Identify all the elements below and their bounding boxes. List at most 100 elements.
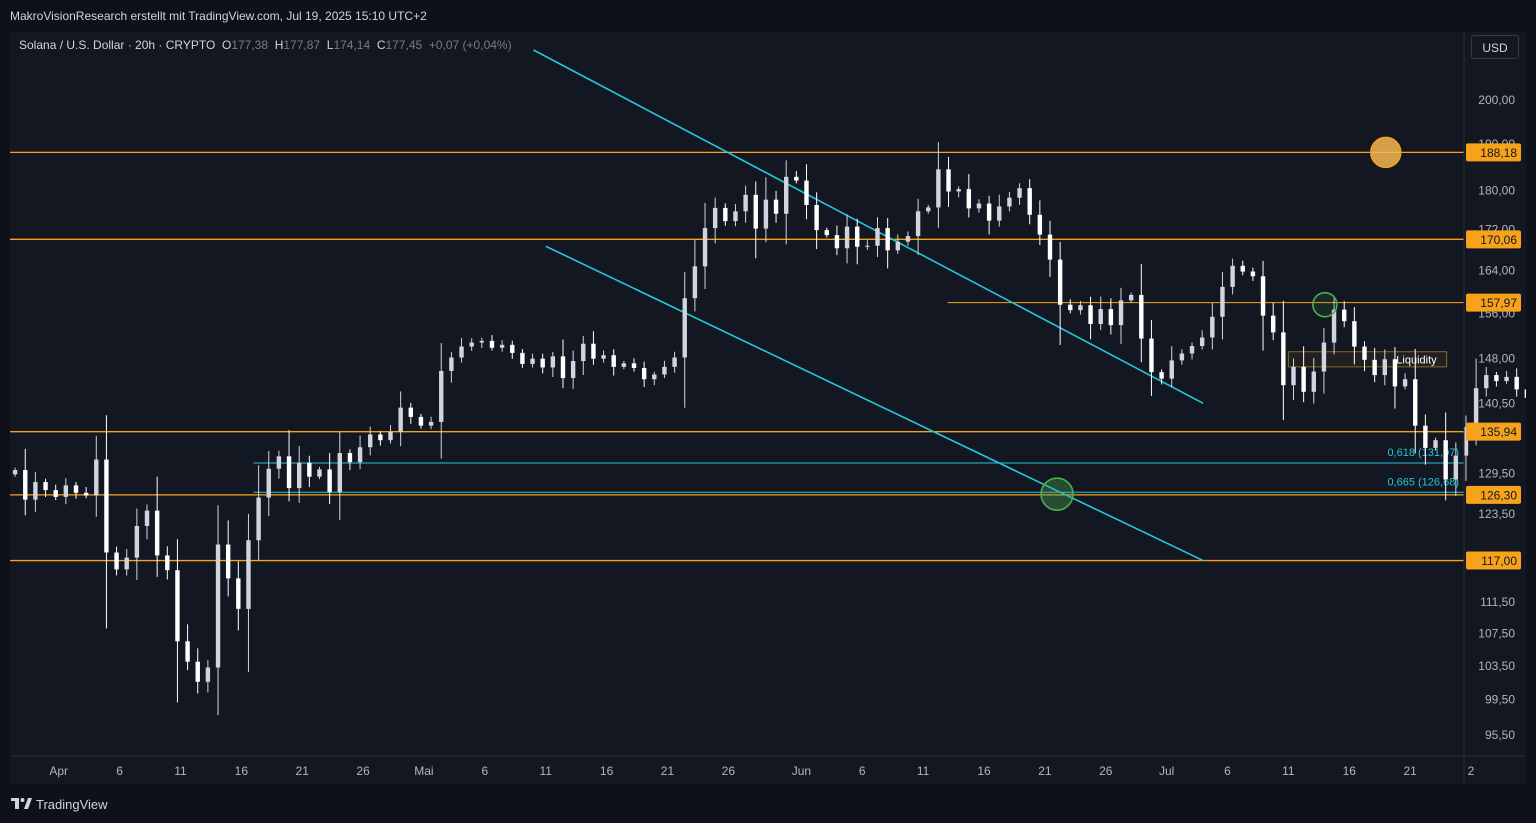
candle [753, 181, 758, 259]
candle-body [814, 204, 819, 231]
price-tick-label: 123,50 [1478, 507, 1515, 521]
candle [276, 450, 282, 479]
price-badge [1466, 422, 1521, 441]
candle [378, 431, 383, 446]
candle [205, 660, 211, 693]
time-tick-label: 6 [1224, 764, 1231, 778]
liquidity-box [1287, 351, 1448, 368]
candle-body [1149, 338, 1154, 373]
candle [124, 549, 129, 576]
candle [1453, 442, 1459, 496]
candle-body [1007, 197, 1012, 207]
candle-body [499, 344, 505, 348]
candle-body [1088, 305, 1093, 324]
candle [1443, 412, 1448, 501]
candle-body [1108, 309, 1114, 326]
candle-body [611, 355, 616, 367]
candle [997, 194, 1002, 227]
candle [814, 192, 819, 250]
time-tick-label: Mai [414, 764, 433, 778]
candle-body [1494, 375, 1499, 382]
candle-body [1199, 337, 1205, 347]
candle-body [763, 199, 769, 229]
time-tick-label: 11 [1282, 764, 1295, 778]
candle-body [1179, 353, 1185, 361]
candle [1524, 389, 1526, 398]
candle-body [570, 361, 576, 379]
candle-body [459, 346, 464, 358]
candle-body [236, 578, 241, 609]
candle [53, 484, 58, 501]
candle [905, 231, 911, 246]
time-tick-label: 16 [1343, 764, 1357, 778]
change-value: +0,07 (+0,04%) [428, 38, 512, 52]
candle [540, 353, 545, 374]
candle [368, 426, 373, 456]
candle-body [865, 245, 870, 247]
candle [986, 195, 992, 235]
candle-body [1362, 346, 1367, 360]
time-tick-label: 11 [174, 764, 187, 778]
candle-body [1169, 360, 1174, 379]
candle [114, 546, 119, 576]
candle [1108, 298, 1114, 335]
candle [1068, 299, 1073, 314]
candle [1230, 258, 1235, 295]
price-badge-label: 170,06 [1480, 233, 1517, 247]
time-axis[interactable]: Apr 6 11 16 21 26 Mai 6 11 16 21 26 Jun 6 11 16 21 26 Jul 6… [49, 764, 1474, 778]
candle [1321, 327, 1327, 394]
candle [1118, 287, 1124, 344]
high-value: 177,87 [283, 38, 321, 52]
candle [855, 218, 860, 265]
candle [976, 199, 982, 213]
candle [692, 240, 698, 312]
time-tick-label: 21 [661, 764, 675, 778]
candle [83, 487, 89, 499]
candle-body [1098, 309, 1103, 324]
candle [1220, 271, 1225, 340]
candle-body [1027, 188, 1032, 215]
price-chart[interactable]: 0,618 (131,07) 0,665 (126,68) Liquidity 9… [10, 32, 1526, 784]
currency-button[interactable]: USD [1471, 35, 1519, 59]
candle-body [428, 421, 434, 426]
candle [783, 160, 789, 245]
candle-body [926, 207, 931, 212]
candle [936, 142, 941, 228]
retest-circle-marker [1312, 291, 1338, 318]
candle [550, 351, 556, 377]
candle [1331, 298, 1337, 355]
fib-label: 0,665 (126,68) [1387, 476, 1459, 488]
candle [1047, 220, 1053, 278]
candle-body [53, 490, 58, 497]
candle [530, 353, 535, 368]
open-label: O [221, 38, 232, 52]
open-value: 177,38 [231, 38, 269, 52]
candle-body [1382, 359, 1388, 376]
candle-body [469, 342, 474, 347]
candle [104, 415, 109, 629]
horizontal-levels [10, 151, 1464, 562]
candlesticks [12, 142, 1526, 716]
candle [1362, 341, 1367, 372]
candle-body [997, 206, 1002, 221]
candle-body [773, 199, 779, 214]
liquidity-label: Liquidity [1396, 354, 1437, 366]
candle-body [368, 434, 373, 448]
candle [1514, 368, 1519, 397]
candle-body [317, 469, 322, 477]
candle-body [286, 456, 292, 489]
price-tick-label: 140,50 [1478, 396, 1515, 410]
candle-body [1311, 371, 1316, 392]
candle-body [1118, 300, 1124, 326]
channel-line [533, 49, 1204, 405]
candle-body [144, 510, 150, 527]
chart-area[interactable]: 0,618 (131,07) 0,665 (126,68) Liquidity 9… [10, 32, 1526, 784]
candle [712, 197, 718, 244]
time-tick-label: 26 [1099, 764, 1113, 778]
candle-body [185, 641, 190, 662]
candle [682, 272, 687, 408]
candle [804, 164, 809, 220]
candle [165, 546, 170, 580]
candle [1199, 330, 1205, 350]
candle-body [966, 189, 972, 209]
